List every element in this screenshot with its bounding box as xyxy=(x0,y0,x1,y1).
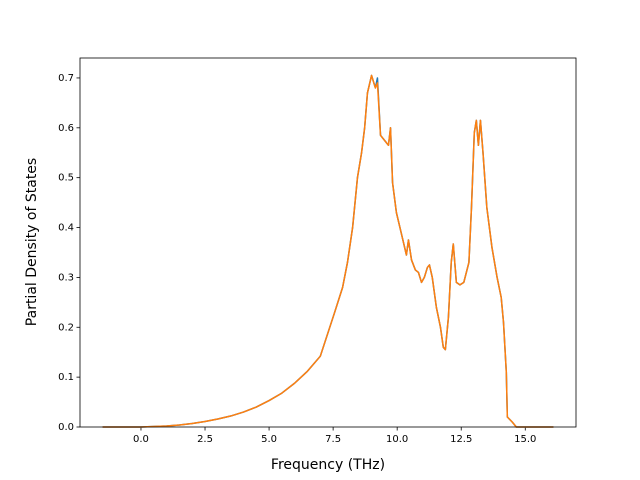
x-tick-label: 15.0 xyxy=(514,434,536,445)
plot-frame xyxy=(79,57,577,428)
x-axis-label: Frequency (THz) xyxy=(271,457,385,473)
x-tick-label: 5.0 xyxy=(261,434,277,445)
y-tick-label: 0.5 xyxy=(58,173,74,184)
y-tick-label: 0.2 xyxy=(58,322,74,333)
x-tick-label: 0.0 xyxy=(133,434,149,445)
x-tick-label: 10.0 xyxy=(386,434,408,445)
line-series xyxy=(102,74,554,428)
line-series xyxy=(102,74,554,428)
x-tick-label: 12.5 xyxy=(450,434,472,445)
y-tick-label: 0.7 xyxy=(58,73,74,84)
y-tick-label: 0.4 xyxy=(58,223,74,234)
y-tick-label: 0.6 xyxy=(58,123,74,134)
y-tick-label: 0.0 xyxy=(58,422,74,433)
y-tick-label: 0.3 xyxy=(58,272,74,283)
y-axis-label: Partial Density of States xyxy=(24,158,40,326)
x-tick-label: 7.5 xyxy=(325,434,341,445)
x-tick-label: 2.5 xyxy=(197,434,213,445)
y-tick-label: 0.1 xyxy=(58,372,74,383)
